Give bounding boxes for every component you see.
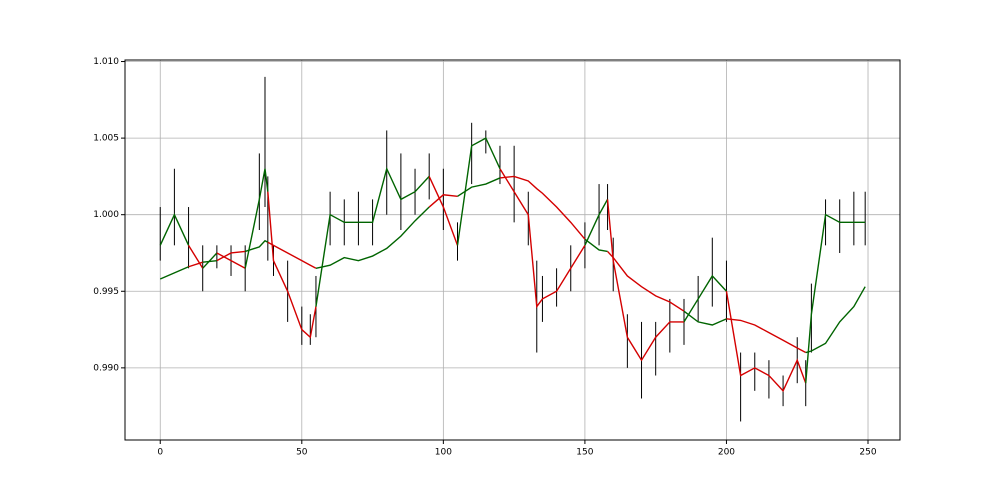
ma-line — [805, 286, 866, 354]
ma-line — [244, 239, 269, 253]
ma-line — [315, 206, 430, 269]
y-tick-label: 0.990 — [93, 363, 119, 373]
y-tick-label: 1.010 — [93, 57, 119, 67]
close-line — [805, 213, 866, 384]
y-tick-label: 1.005 — [93, 134, 119, 144]
x-tick-label: 250 — [859, 448, 876, 458]
close-line — [725, 291, 807, 393]
close-line — [584, 199, 609, 246]
close-line — [606, 199, 684, 362]
close-line — [244, 168, 269, 269]
plot-area — [125, 60, 900, 440]
close-line — [159, 213, 190, 246]
marks — [159, 76, 866, 422]
close-line — [315, 166, 430, 307]
ma-line — [159, 266, 189, 280]
close-line — [202, 252, 218, 269]
ma-line — [584, 238, 608, 253]
y-tick-label: 1.000 — [93, 210, 119, 220]
close-line — [267, 191, 317, 339]
close-line — [187, 244, 204, 269]
x-tick-label: 200 — [718, 448, 735, 458]
y-tick-label: 0.995 — [93, 287, 119, 297]
close-line — [683, 274, 727, 323]
ma-line — [726, 318, 807, 354]
ma-line — [188, 261, 203, 268]
x-tick-label: 50 — [296, 448, 308, 458]
x-tick-label: 0 — [157, 448, 163, 458]
plot-frame — [124, 59, 901, 441]
x-tick-label: 150 — [576, 448, 593, 458]
close-line — [216, 252, 246, 269]
grid — [125, 60, 900, 440]
close-line — [428, 176, 459, 246]
ma-line — [216, 250, 246, 262]
ma-line — [683, 310, 727, 326]
ma-line — [428, 194, 458, 208]
close-line — [499, 168, 586, 309]
ma-line — [499, 175, 586, 240]
close-line — [456, 137, 501, 246]
x-tick-label: 100 — [435, 448, 452, 458]
